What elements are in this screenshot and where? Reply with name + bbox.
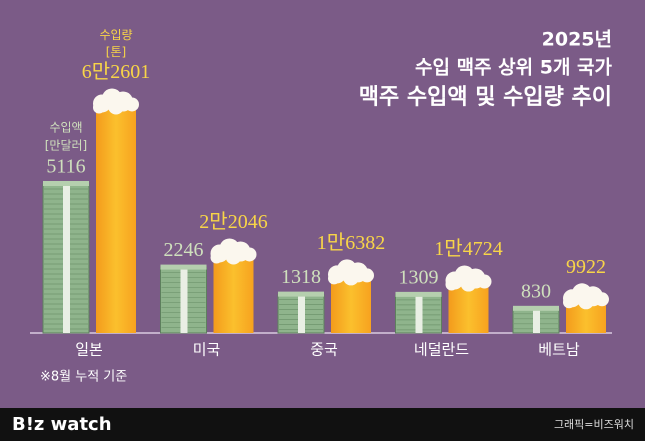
- value-label: 1만6382: [317, 231, 385, 254]
- value-label: 9922: [566, 256, 606, 278]
- value-label: 6만2601: [82, 60, 150, 83]
- foam: [343, 269, 359, 286]
- foam: [460, 275, 477, 292]
- legend-name: 수입량: [99, 28, 132, 42]
- logo: B!z watch: [12, 414, 112, 435]
- foam: [445, 278, 458, 291]
- foam: [563, 296, 575, 309]
- money-top: [278, 291, 324, 297]
- title-line: 수입 맥주 상위 5개 국가: [415, 57, 613, 79]
- foam: [93, 101, 105, 114]
- money-band: [533, 308, 540, 333]
- title-line: 2025년: [542, 29, 612, 51]
- foam: [477, 274, 492, 289]
- credit: 그래픽=비즈워치: [554, 418, 634, 431]
- value-label: 5116: [46, 156, 85, 178]
- money-band: [298, 294, 305, 333]
- value-label: 830: [521, 280, 551, 302]
- x-tick-label: 중국: [310, 341, 338, 359]
- legend-name: 수입액: [49, 120, 82, 134]
- foam: [210, 251, 223, 264]
- money-band: [180, 267, 188, 333]
- x-tick-label: 네덜란드: [414, 341, 469, 359]
- beer-glass: [213, 251, 254, 333]
- x-tick-label: 일본: [75, 341, 103, 359]
- foam: [595, 292, 609, 307]
- footer-bar: [0, 408, 645, 441]
- foam: [225, 248, 242, 265]
- foam: [108, 98, 124, 115]
- money-top: [43, 180, 89, 186]
- value-label: 1만4724: [434, 237, 502, 260]
- foam: [125, 97, 139, 112]
- money-top: [513, 305, 559, 311]
- note: ※8월 누적 기준: [40, 370, 127, 385]
- title-line: 맥주 수입액 및 수입량 추이: [359, 85, 612, 110]
- value-label: 1309: [399, 266, 439, 288]
- money-band: [415, 294, 423, 333]
- foam: [328, 272, 340, 285]
- x-tick-label: 베트남: [538, 341, 580, 359]
- foam: [578, 293, 594, 310]
- legend-unit: [만달러]: [45, 138, 87, 152]
- value-label: 1318: [281, 266, 321, 288]
- foam: [242, 247, 257, 262]
- value-label: 2만2046: [199, 210, 267, 233]
- foam: [360, 268, 374, 283]
- legend-unit: [톤]: [106, 45, 126, 59]
- beer-glass: [96, 101, 136, 333]
- money-top: [160, 264, 207, 270]
- x-tick-label: 미국: [193, 341, 221, 359]
- money-top: [395, 291, 442, 297]
- money-band: [63, 183, 70, 333]
- value-label: 2246: [164, 239, 204, 261]
